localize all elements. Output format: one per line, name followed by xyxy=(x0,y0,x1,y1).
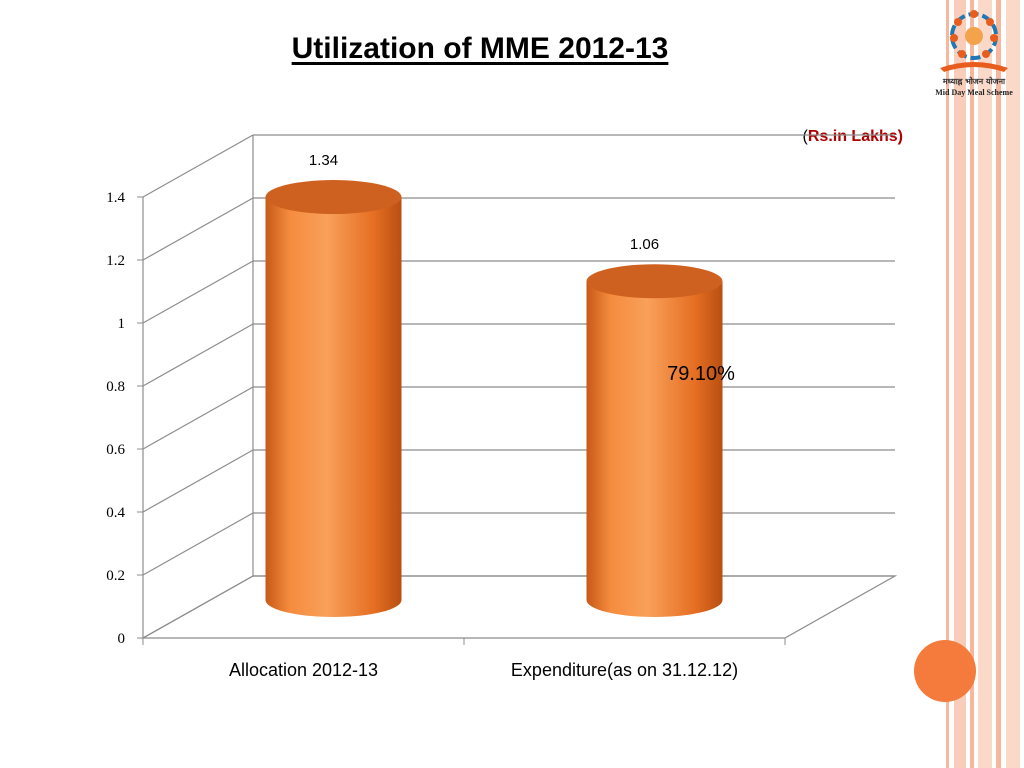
chart-bars xyxy=(265,180,723,618)
mid-day-meal-logo-icon xyxy=(940,10,1008,72)
y-tick-label-4: 0.8 xyxy=(106,379,125,395)
logo-english-text: Mid Day Meal Scheme xyxy=(935,88,1013,97)
y-tick-label-1: 0.2 xyxy=(106,568,125,584)
unit-open-paren: ( xyxy=(802,128,808,145)
x-category-label-1: Expenditure(as on 31.12.12) xyxy=(511,660,738,680)
decorative-stripes xyxy=(944,0,1024,768)
bar-0-value-label: 1.34 xyxy=(309,152,338,169)
mid-day-meal-logo: मध्याह्न भोजन योजना Mid Day Meal Scheme xyxy=(926,0,1022,112)
page-title: Utilization of MME 2012-13 xyxy=(291,32,669,65)
y-tick-label-0: 0 xyxy=(118,631,126,647)
y-tick-label-5: 1 xyxy=(118,316,126,332)
side-gridline-7 xyxy=(142,134,254,198)
bar-1-body xyxy=(586,281,723,617)
bar-1 xyxy=(586,264,723,617)
y-tick-label-2: 0.4 xyxy=(106,505,125,521)
bar-0-top xyxy=(265,180,402,215)
logo-hindi-text: मध्याह्न भोजन योजना xyxy=(942,77,1006,86)
side-gridline-6 xyxy=(142,197,254,261)
bar-0 xyxy=(265,180,402,618)
y-tick-label-3: 0.6 xyxy=(106,442,125,458)
x-category-label-0: Allocation 2012-13 xyxy=(229,660,378,680)
bar-0-body xyxy=(265,197,402,618)
bar-1-top xyxy=(586,264,723,299)
y-tick-label-7: 1.4 xyxy=(106,190,125,206)
side-gridline-3 xyxy=(142,386,254,450)
percentage-annotation: 79.10% xyxy=(667,363,735,385)
side-gridline-1 xyxy=(142,512,254,576)
chart-labels: 0 0.2 0.4 0.6 0.8 1 1.2 1.4 1.34 Allocation 2012-… xyxy=(106,152,738,680)
side-gridline-4 xyxy=(142,323,254,387)
decorative-orange-circle xyxy=(914,640,976,702)
unit-text: Rs.in Lakhs) xyxy=(807,128,903,145)
side-gridline-5 xyxy=(142,260,254,324)
chart-floor xyxy=(140,575,898,639)
bar-1-value-label: 1.06 xyxy=(630,236,659,253)
chart-grid xyxy=(140,134,898,639)
chart-axes xyxy=(137,196,786,645)
y-tick-label-6: 1.2 xyxy=(106,253,125,269)
unit-label: (Rs.in Lakhs) xyxy=(700,128,903,146)
side-gridline-2 xyxy=(142,449,254,513)
